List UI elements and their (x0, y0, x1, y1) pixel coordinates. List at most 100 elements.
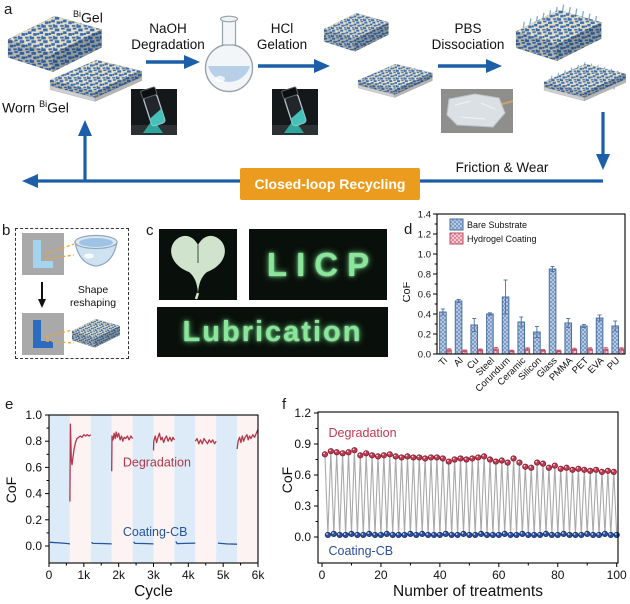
shape-line1: Shape (77, 284, 109, 296)
ginkgo-leaf-icon (171, 235, 225, 300)
bigel-name: Gel (81, 9, 103, 26)
svg-text:1.2: 1.2 (418, 229, 431, 240)
svg-text:0.4: 0.4 (25, 487, 42, 501)
svg-text:40: 40 (433, 568, 447, 582)
svg-text:1.2: 1.2 (294, 406, 311, 420)
worn-prefix: Worn (2, 99, 40, 116)
hairy-slab-icon (543, 62, 627, 102)
vial-photo-1 (131, 86, 177, 135)
svg-text:0.8: 0.8 (418, 269, 431, 280)
svg-text:0.0: 0.0 (418, 349, 431, 360)
svg-text:60: 60 (492, 568, 506, 582)
panel-f-label: f (282, 396, 287, 413)
hairy-cube-icon (515, 4, 602, 62)
svg-text:0.0: 0.0 (294, 530, 311, 544)
svg-text:6k: 6k (252, 568, 266, 582)
shape-line2: reshaping (69, 297, 117, 310)
mold-photo-top (22, 233, 64, 275)
svg-text:0.4: 0.4 (418, 309, 431, 320)
step-pbs-line1: PBS (454, 21, 482, 36)
svg-text:PU: PU (605, 355, 622, 372)
svg-text:Bare Substrate: Bare Substrate (467, 220, 527, 230)
svg-text:1k: 1k (77, 568, 91, 582)
l-shape-liquid (33, 240, 53, 268)
worn-name: Gel (47, 99, 69, 116)
svg-text:CoF: CoF (3, 477, 19, 503)
closed-loop-recycling-badge: Closed-loop Recycling (240, 168, 420, 200)
bigel-label: BiGel (73, 9, 103, 26)
panel-e-label: e (5, 396, 14, 413)
panel-a-art (7, 4, 627, 188)
svg-text:Number of treatments: Number of treatments (393, 583, 543, 600)
lubrication-photo: Lubrication (157, 307, 388, 357)
svg-text:Cycle: Cycle (134, 583, 173, 600)
annotation-degradation: Degradation (123, 456, 191, 470)
svg-text:0.9: 0.9 (294, 437, 311, 451)
panel-a-label: a (4, 1, 13, 18)
step-naoh-line1: NaOH (149, 21, 187, 36)
regel-slab-icon (357, 63, 433, 98)
svg-text:0.6: 0.6 (25, 460, 42, 474)
cof-treatments-chart: 0 20 40 60 80 100 0.0 0.3 0.6 0.9 1.2 Degradation Co… (279, 406, 627, 600)
svg-text:4k: 4k (182, 568, 196, 582)
step-pbs-line2: Dissociation (431, 37, 505, 53)
worn-sup: Bi (39, 99, 48, 109)
step-hcl-line1: HCl (270, 21, 294, 36)
panel-b-art (22, 233, 121, 355)
svg-text:Al: Al (452, 355, 466, 369)
svg-text:Ti: Ti (437, 355, 450, 368)
svg-text:80: 80 (551, 568, 565, 582)
callout-dashes-bottom (45, 329, 75, 344)
svg-text:1.4: 1.4 (418, 209, 431, 220)
svg-text:0.0: 0.0 (25, 539, 42, 553)
bigel-cube-icon (7, 15, 103, 73)
panel-b-label: b (2, 222, 11, 239)
bigel-sup: Bi (73, 9, 82, 19)
svg-text:0.2: 0.2 (418, 329, 431, 340)
licp-text: LICP (266, 245, 379, 283)
svg-text:0: 0 (319, 568, 326, 582)
annotation-coating-cb: Coating-CB (123, 525, 188, 539)
svg-text:0.2: 0.2 (25, 513, 42, 527)
svg-text:EVA: EVA (586, 355, 607, 376)
annotation-degradation: Degradation (328, 426, 396, 440)
lubrication-text: Lubrication (182, 315, 363, 348)
svg-text:2k: 2k (112, 568, 126, 582)
svg-text:0: 0 (46, 568, 53, 582)
svg-text:1.0: 1.0 (25, 408, 42, 422)
svg-text:0.8: 0.8 (25, 434, 42, 448)
step-hcl-line2: Gelation (256, 37, 308, 53)
svg-text:CoF: CoF (279, 467, 295, 493)
friction-wear-label: Friction & Wear (455, 160, 549, 175)
svg-text:5k: 5k (217, 568, 231, 582)
svg-text:1.0: 1.0 (418, 249, 431, 260)
svg-text:0.3: 0.3 (294, 499, 311, 513)
annotation-coating-cb: Coating-CB (328, 544, 393, 558)
svg-text:Hydrogel Coating: Hydrogel Coating (467, 234, 537, 244)
regel-cube-icon (323, 12, 389, 52)
step-naoh-label: NaOH Degradation (120, 21, 216, 54)
svg-text:CoF: CoF (403, 281, 413, 302)
callout-dashes-top (45, 243, 75, 260)
worn-bigel-label: Worn BiGel (2, 99, 69, 116)
gel-photo (441, 89, 514, 133)
worn-bigel-slab-icon (49, 59, 143, 102)
bowl-icon (74, 234, 118, 267)
panel-b: Shape reshaping (15, 228, 129, 359)
reshaped-cube-icon (71, 318, 121, 348)
flask-icon (204, 15, 254, 93)
svg-text:100: 100 (607, 568, 627, 582)
svg-text:20: 20 (374, 568, 388, 582)
panel-d-label: d (404, 221, 413, 238)
svg-text:3k: 3k (147, 568, 161, 582)
shape-reshaping-label: Shape reshaping (58, 284, 128, 310)
leaf-photo (159, 229, 237, 300)
step-pbs-label: PBS Dissociation (420, 21, 516, 54)
panel-c-label: c (146, 222, 154, 239)
step-naoh-line2: Degradation (131, 37, 205, 53)
licp-photo: LICP (249, 229, 387, 300)
cof-cycle-chart: 0 1k 2k 3k 4k 5k 6k 0.0 0.2 0.4 0.6 0.8 1.0 Degradati… (3, 408, 266, 600)
vial-photo-2 (272, 86, 318, 135)
